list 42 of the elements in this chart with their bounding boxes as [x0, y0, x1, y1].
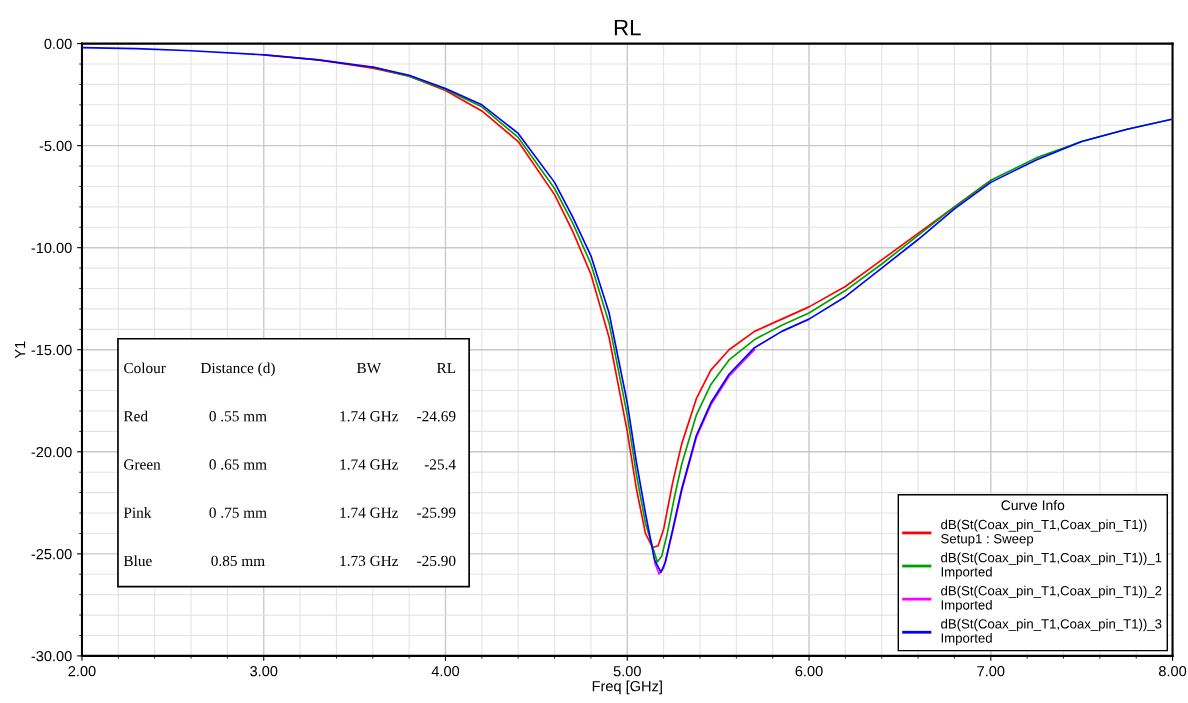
- annotation: RL: [436, 363, 456, 374]
- legend-label: dB(St(Coax_pin_T1,Coax_pin_T1))_3 Imported: [941, 618, 1162, 646]
- annotation: 0 .75 mm: [209, 507, 267, 518]
- line-series: [653, 348, 756, 575]
- y-tick-label: 0.00: [44, 38, 72, 50]
- annotation: -25.90: [417, 555, 456, 567]
- annotation: Colour: [124, 362, 166, 374]
- annotation: -24.69: [417, 411, 456, 422]
- annotation: -25.99: [417, 507, 456, 518]
- y-tick-label: -5.00: [39, 140, 72, 152]
- annotation: 1.74 GHz: [340, 459, 399, 470]
- annotation: 0 .55 mm: [209, 411, 267, 422]
- x-tick-label: 2.00: [68, 666, 96, 677]
- y-tick-label: -25.00: [31, 548, 72, 560]
- legend-title: Curve Info: [1001, 499, 1065, 511]
- y-axis-title: Y1: [15, 341, 26, 359]
- annotation: -25.4: [424, 459, 456, 470]
- legend-label: dB(St(Coax_pin_T1,Coax_pin_T1))_2 Imported: [941, 585, 1162, 613]
- y-tick-label: -15.00: [31, 344, 72, 356]
- annotation: BW: [356, 363, 382, 374]
- annotation: Green: [124, 459, 161, 470]
- x-tick-label: 6.00: [795, 666, 823, 677]
- x-tick-label: 4.00: [431, 666, 460, 677]
- annotation: 1.73 GHz: [340, 555, 399, 567]
- y-tick-label: -10.00: [31, 242, 72, 254]
- chart-title: RL: [614, 19, 641, 36]
- annotation: Red: [123, 410, 148, 422]
- annotation: 0 .65 mm: [209, 459, 267, 470]
- annotation: Pink: [123, 507, 152, 518]
- annotation: 1.74 GHz: [340, 507, 399, 518]
- annotation: 1.74 GHz: [340, 411, 399, 422]
- x-tick-label: 7.00: [977, 666, 1005, 677]
- x-tick-label: 8.00: [1159, 666, 1187, 677]
- annotation: 0.85 mm: [211, 555, 265, 567]
- legend-label: dB(St(Coax_pin_T1,Coax_pin_T1))_1 Imported: [941, 552, 1162, 580]
- y-tick-label: -20.00: [31, 446, 72, 458]
- x-tick-label: 5.00: [613, 666, 641, 677]
- annotation: Blue: [123, 555, 152, 567]
- x-tick-label: 3.00: [250, 666, 278, 677]
- annotation: Distance (d): [200, 362, 275, 377]
- y-tick-label: -30.00: [31, 651, 72, 662]
- x-axis-title: Freq [GHz]: [592, 680, 662, 695]
